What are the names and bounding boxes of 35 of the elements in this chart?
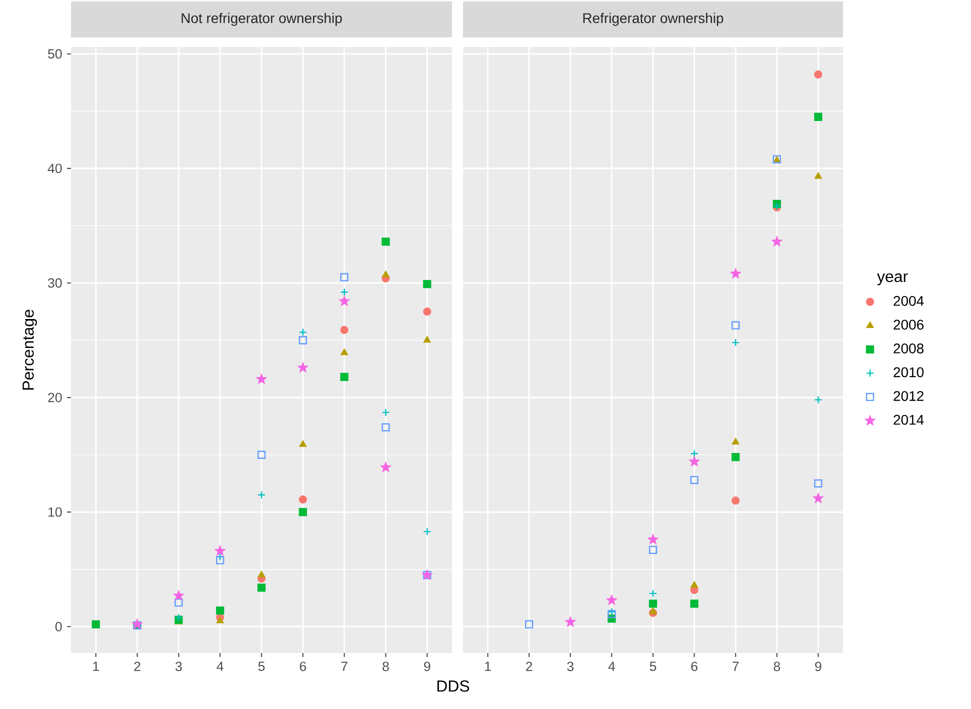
- x-tick-label: 2: [526, 662, 532, 672]
- x-tick-label: 3: [175, 662, 182, 672]
- x-tick-label: 1: [485, 662, 491, 671]
- x-tick-label: 7: [341, 662, 348, 671]
- legend-label: 2014: [894, 414, 924, 425]
- x-tick-label: 8: [774, 662, 780, 672]
- x-tick-label: 8: [382, 662, 389, 672]
- x-tick-label: 6: [691, 662, 698, 672]
- x-tick-label: 9: [424, 662, 430, 672]
- x-tick-label: 6: [300, 662, 306, 672]
- legend-label: 2012: [894, 391, 924, 401]
- x-tick-label: 5: [258, 662, 265, 671]
- legend-label: 2004: [894, 296, 924, 306]
- legend-title: year: [877, 273, 908, 286]
- chart-title: Not refrigerator ownership: [182, 12, 342, 26]
- y-tick-label: 50: [48, 49, 62, 59]
- x-tick-label: 9: [815, 662, 822, 672]
- y-tick-label: 10: [48, 507, 62, 517]
- x-tick-label: 2: [134, 662, 140, 672]
- x-tick-label: 3: [567, 662, 574, 672]
- y-tick-label: 40: [48, 164, 62, 174]
- y-tick-label: 30: [48, 278, 62, 288]
- y-tick-label: 0: [55, 622, 62, 632]
- y-axis-title: Percentage: [22, 310, 37, 390]
- legend-label: 2008: [894, 344, 924, 354]
- y-tick-label: 20: [48, 392, 62, 402]
- x-tick-label: 1: [93, 662, 99, 671]
- x-tick-label: 5: [650, 662, 656, 671]
- chart-title: Refrigerator ownership: [583, 12, 724, 26]
- x-tick-label: 4: [216, 662, 224, 671]
- legend-label: 2010: [894, 367, 924, 378]
- x-tick-label: 4: [608, 662, 616, 671]
- legend-label: 2006: [894, 320, 924, 330]
- x-axis-title: DDS: [437, 680, 470, 692]
- x-tick-label: 7: [732, 662, 739, 671]
